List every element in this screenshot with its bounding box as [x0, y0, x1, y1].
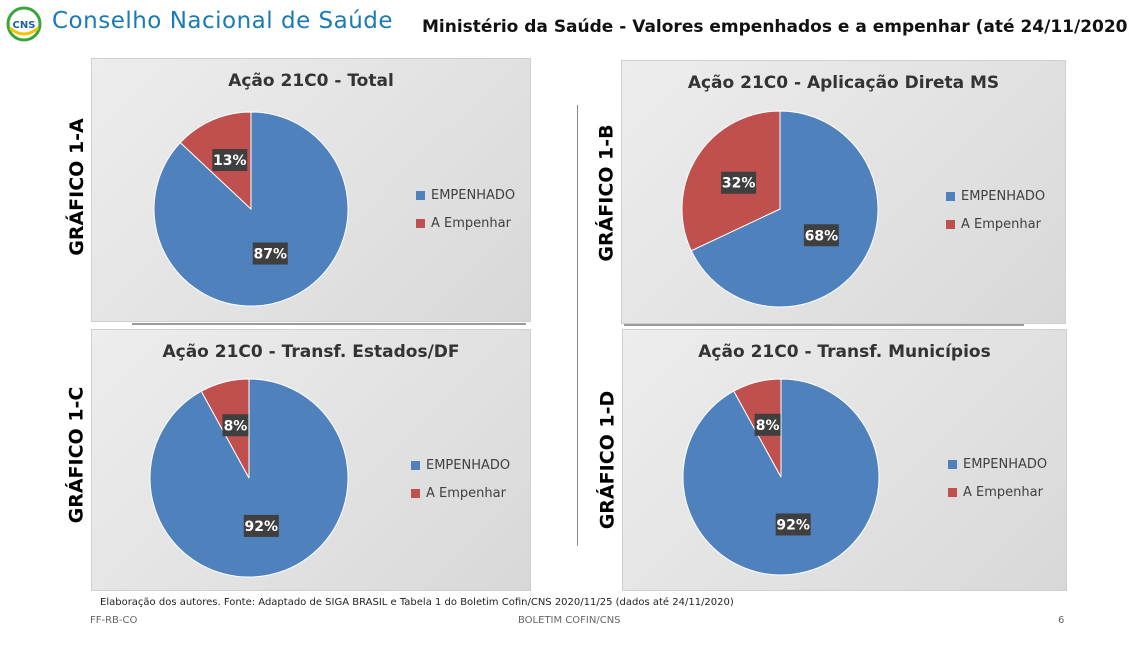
data-label-text: 8%	[756, 418, 780, 434]
data-label-empenhado: 92%	[243, 514, 279, 537]
pie-slice-empenhado	[690, 110, 879, 308]
legend-swatch-empenhado	[946, 191, 955, 201]
legend-swatch-a-empenhar	[946, 219, 955, 229]
data-label-a-empenhar: 8%	[222, 414, 249, 437]
data-label-empenhado: 68%	[803, 224, 839, 247]
footer-left-text: FF-RB-CO	[90, 615, 138, 626]
legend-item-a-empenhar: A Empenhar	[411, 485, 510, 501]
side-label-c: GRÁFICO 1-C	[65, 386, 88, 524]
data-label-box	[721, 171, 757, 194]
legend-swatch-a-empenhar	[416, 218, 425, 228]
separator-line-left	[132, 323, 526, 325]
legend-label-a-empenhar: A Empenhar	[431, 215, 511, 231]
legend-swatch-a-empenhar	[411, 488, 420, 498]
data-label-text: 92%	[245, 519, 279, 535]
data-label-text: 32%	[722, 176, 756, 192]
legend-label-empenhado: EMPENHADO	[431, 187, 516, 203]
pie-chart-c: 92% 8%	[149, 378, 349, 578]
legend-item-a-empenhar: A Empenhar	[946, 216, 1045, 232]
separator-line-right	[624, 324, 1024, 326]
pie-chart-b: 68% 32%	[681, 110, 879, 308]
data-label-empenhado: 87%	[252, 242, 288, 265]
legend-item-a-empenhar: A Empenhar	[948, 484, 1047, 500]
separator-line-vertical-bottom	[577, 314, 578, 546]
legend-c: EMPENHADO A Empenhar	[411, 458, 510, 514]
pie-slice-empenhado	[682, 378, 880, 576]
legend-label-empenhado: EMPENHADO	[426, 457, 511, 473]
legend-swatch-empenhado	[948, 459, 957, 469]
data-label-empenhado: 92%	[775, 513, 811, 536]
data-label-text: 87%	[254, 247, 288, 263]
side-label-a: GRÁFICO 1-A	[65, 118, 88, 256]
legend-label-empenhado: EMPENHADO	[961, 188, 1046, 204]
page-number: 6	[1058, 615, 1065, 626]
org-name: Conselho Nacional de Saúde	[52, 8, 394, 34]
legend-swatch-a-empenhar	[948, 487, 957, 497]
footer-center-text: BOLETIM COFIN/CNS	[518, 615, 621, 626]
legend-d: EMPENHADO A Empenhar	[948, 457, 1047, 513]
data-label-box	[252, 242, 288, 265]
data-label-box	[222, 414, 249, 437]
source-note: Elaboração dos autores. Fonte: Adaptado …	[100, 597, 734, 608]
chart-panel-b: Ação 21C0 - Aplicação Direta MS 68% 32% E…	[621, 60, 1066, 324]
legend-swatch-empenhado	[416, 190, 425, 200]
data-label-box	[243, 514, 279, 537]
legend-item-empenhado: EMPENHADO	[416, 187, 516, 203]
data-label-box	[775, 513, 811, 536]
pie-chart-a: 87% 13%	[153, 111, 349, 307]
data-label-a-empenhar: 32%	[721, 171, 757, 194]
separator-line-vertical-top	[577, 105, 578, 320]
pie-chart-d: 92% 8%	[682, 378, 880, 576]
legend-swatch-empenhado	[411, 460, 420, 470]
data-label-box	[212, 149, 248, 172]
side-label-b: GRÁFICO 1-B	[595, 124, 618, 262]
side-label-d: GRÁFICO 1-D	[596, 390, 619, 530]
data-label-text: 13%	[213, 153, 247, 169]
chart-title-c: Ação 21C0 - Transf. Estados/DF	[162, 342, 460, 362]
legend-label-a-empenhar: A Empenhar	[961, 216, 1041, 232]
legend-b: EMPENHADO A Empenhar	[946, 189, 1045, 245]
data-label-text: 8%	[224, 418, 248, 434]
legend-item-a-empenhar: A Empenhar	[416, 215, 515, 231]
legend-label-a-empenhar: A Empenhar	[426, 485, 506, 501]
legend-label-a-empenhar: A Empenhar	[963, 484, 1043, 500]
svg-text:CNS: CNS	[13, 20, 36, 31]
chart-panel-d: Ação 21C0 - Transf. Municípios 92% 8% EMP…	[622, 329, 1067, 591]
slide-title: Ministério da Saúde - Valores empenhados…	[422, 17, 1129, 37]
legend-item-empenhado: EMPENHADO	[411, 457, 511, 473]
chart-panel-a: Ação 21C0 - Total 87% 13% EMPENHADO A Emp…	[91, 58, 531, 322]
pie-slice-empenhado	[153, 111, 349, 307]
data-label-box	[754, 413, 781, 436]
data-label-text: 68%	[805, 228, 839, 244]
legend-item-empenhado: EMPENHADO	[946, 188, 1046, 204]
cns-logo: CNS	[6, 6, 42, 42]
data-label-box	[803, 224, 839, 247]
legend-a: EMPENHADO A Empenhar	[416, 188, 515, 244]
chart-title-a: Ação 21C0 - Total	[228, 71, 394, 91]
chart-title-d: Ação 21C0 - Transf. Municípios	[698, 342, 991, 362]
data-label-text: 92%	[776, 517, 810, 533]
data-label-a-empenhar: 8%	[754, 413, 781, 436]
data-label-a-empenhar: 13%	[212, 149, 248, 172]
legend-item-empenhado: EMPENHADO	[948, 456, 1048, 472]
chart-panel-c: Ação 21C0 - Transf. Estados/DF 92% 8% EMP…	[91, 329, 531, 591]
chart-title-b: Ação 21C0 - Aplicação Direta MS	[687, 73, 1000, 93]
legend-label-empenhado: EMPENHADO	[963, 456, 1048, 472]
